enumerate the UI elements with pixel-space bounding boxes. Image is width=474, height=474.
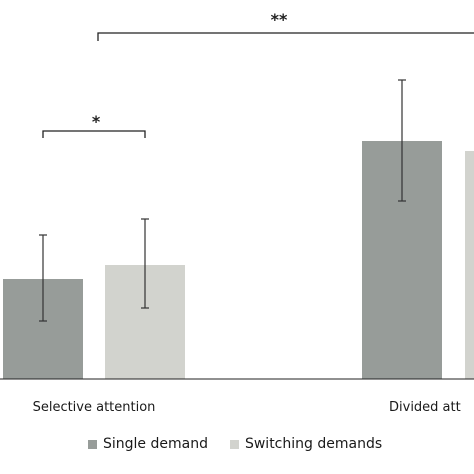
significance-label: **: [271, 10, 288, 29]
significance-bracket: [97, 32, 474, 41]
significance-bracket: [42, 130, 146, 138]
legend-label: Single demand: [103, 436, 208, 452]
category-label: Divided att: [389, 400, 461, 415]
significance-label: *: [92, 112, 101, 131]
legend-label: Switching demands: [244, 436, 383, 452]
category-label: Selective attention: [33, 400, 156, 415]
legend-swatch: [229, 439, 239, 449]
legend-item-single-demand: Single demand: [88, 436, 208, 452]
bar: [465, 151, 474, 379]
legend-item-switching-demands: Switching demands: [229, 436, 383, 452]
legend-swatch: [88, 439, 97, 449]
legend: Single demand Switching demands: [88, 436, 382, 452]
